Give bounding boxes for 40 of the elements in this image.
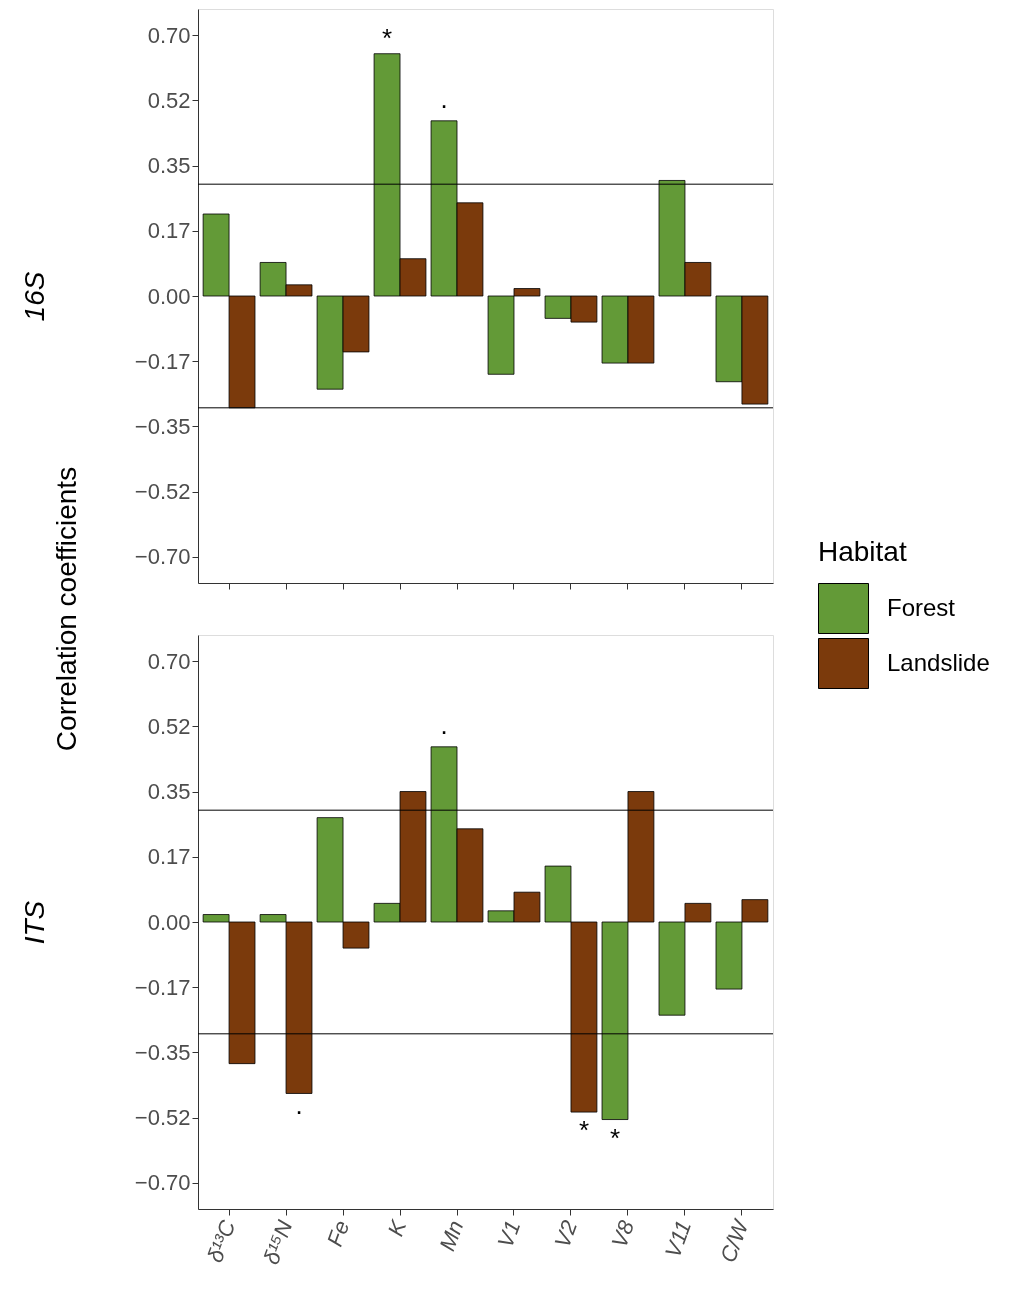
text: ITS [18, 900, 50, 945]
y-axis-title: Correlation coefficients [51, 466, 82, 752]
y-tick-label: −0.17 [134, 348, 191, 374]
x-tick-label: V8 [606, 1216, 640, 1251]
y-tick-label: 0.17 [147, 844, 191, 870]
y-tick-label: 0.00 [147, 909, 191, 935]
y-tick-label: −0.70 [134, 544, 191, 570]
annotation: · [439, 715, 449, 746]
y-tick-label: 0.52 [147, 87, 191, 113]
x-tick-label: C/W [715, 1214, 754, 1266]
annotation: * [381, 22, 393, 53]
text: 16S [18, 271, 50, 322]
legend-label: Landslide [887, 648, 990, 676]
y-tick-label: 0.70 [147, 22, 191, 48]
x-tick-label: δ¹⁵N [258, 1216, 298, 1268]
legend-title: Habitat [818, 536, 907, 567]
y-tick-label: 0.00 [147, 283, 191, 309]
annotation: * [578, 1115, 590, 1146]
x-tick-label: V2 [549, 1217, 583, 1251]
y-tick-label: 0.35 [147, 779, 191, 805]
y-tick-label: 0.70 [147, 648, 191, 674]
y-tick-label: 0.17 [147, 218, 191, 244]
x-tick-label: Mn [434, 1217, 469, 1255]
x-tick-label: V1 [492, 1217, 526, 1251]
y-tick-label: −0.52 [134, 1105, 191, 1131]
x-tick-label: V11 [659, 1217, 697, 1261]
annotation: · [439, 89, 449, 120]
x-tick-label: K [382, 1215, 412, 1240]
y-tick-label: 0.52 [147, 713, 191, 739]
legend-label: Forest [887, 593, 956, 621]
y-tick-label: −0.17 [134, 974, 191, 1000]
y-tick-label: −0.52 [134, 479, 191, 505]
y-tick-label: 0.35 [147, 153, 191, 179]
x-tick-label: δ¹³C [202, 1216, 241, 1266]
y-tick-label: −0.35 [134, 413, 191, 439]
y-tick-label: −0.70 [134, 1170, 191, 1196]
annotation: * [609, 1122, 621, 1153]
annotation: · [294, 1096, 304, 1127]
y-tick-label: −0.35 [134, 1039, 191, 1065]
x-tick-label: Fe [322, 1217, 355, 1250]
